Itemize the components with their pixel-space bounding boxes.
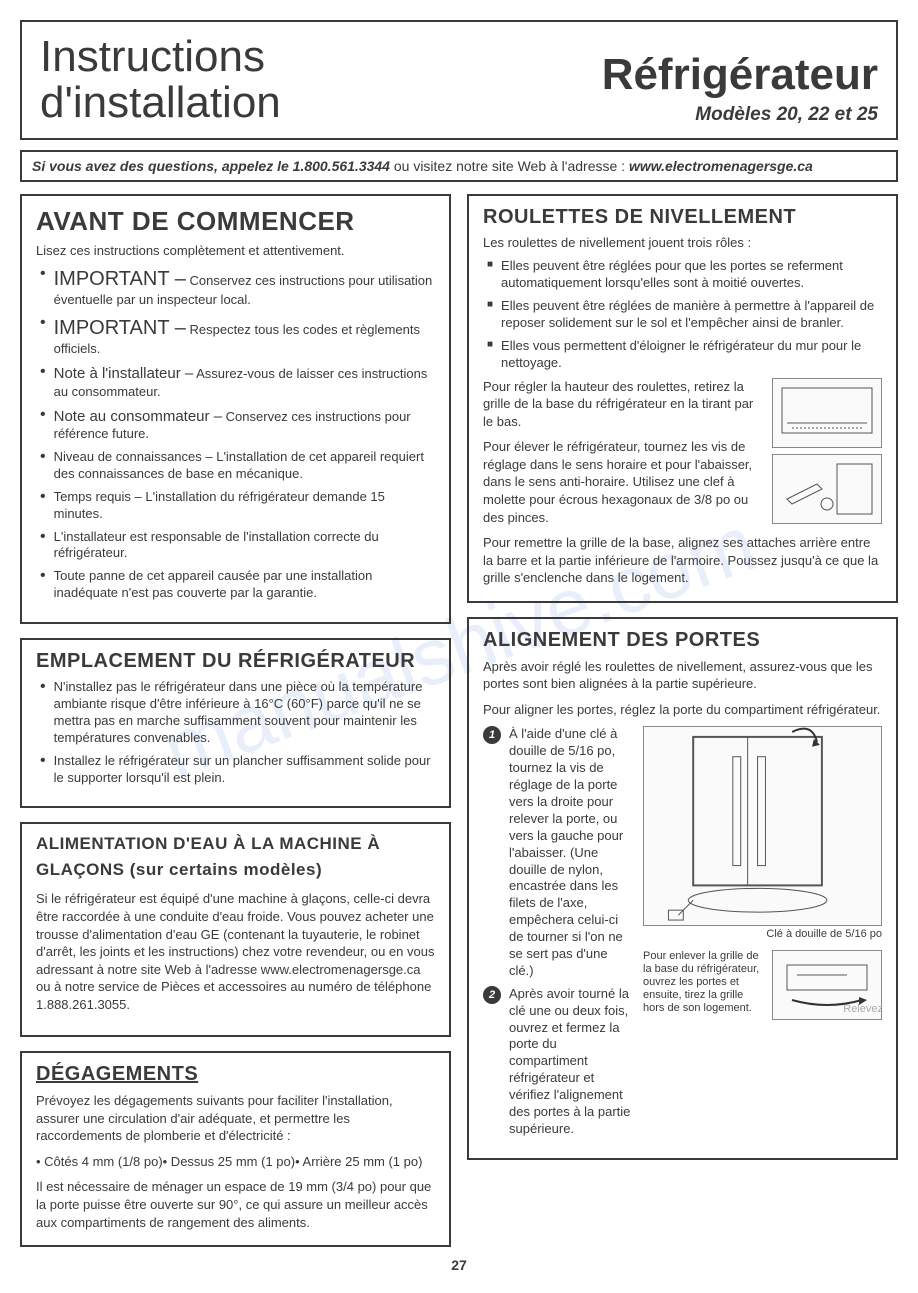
figure-fridge [643,726,882,926]
section-avant: AVANT DE COMMENCER Lisez ces instruction… [20,194,451,624]
avant-item: Toute panne de cet appareil causée par u… [40,568,435,602]
emplacement-item: N'installez pas le réfrigérateur dans un… [40,679,435,747]
contact-mid: ou visitez notre site Web à l'adresse : [390,158,629,174]
product-name: Réfrigérateur [602,50,878,100]
roulettes-intro: Les roulettes de nivellement jouent troi… [483,235,882,250]
avant-item: L'installateur est responsable de l'inst… [40,529,435,563]
emplacement-text: N'installez pas le réfrigérateur dans un… [54,679,435,747]
figure-relevez: Relevez [772,950,882,1020]
roulettes-text: Elles vous permettent d'éloigner le réfr… [501,338,882,372]
title-box: Instructions d'installation Réfrigérateu… [20,20,898,140]
roulettes-text: Elles peuvent être réglées pour que les … [501,258,882,292]
step2-text: Après avoir tourné la clé une ou deux fo… [509,986,633,1138]
avant-intro: Lisez ces instructions complètement et a… [36,243,435,258]
avant-lead: Note au consommateur – [54,408,222,425]
page-number: 27 [20,1257,898,1273]
avant-item: Niveau de connaissances – L'installation… [40,449,435,483]
alignement-p1: Après avoir réglé les roulettes de nivel… [483,658,882,693]
step-2: 2 Après avoir tourné la clé une ou deux … [483,986,633,1138]
emplacement-item: Installez le réfrigérateur sur un planch… [40,753,435,787]
contact-box: Si vous avez des questions, appelez le 1… [20,150,898,182]
avant-item: IMPORTANT – Respectez tous les codes et … [40,315,435,358]
avant-lead: IMPORTANT – [54,268,186,290]
roulettes-list: Elles peuvent être réglées pour que les … [483,258,882,371]
title-line1: Instructions [40,34,281,80]
alignement-heading: ALIGNEMENT DES PORTES [483,629,882,652]
caption-cle: Clé à douille de 5/16 po [643,928,882,941]
degagements-p2: • Côtés 4 mm (1/8 po)• Dessus 25 mm (1 p… [36,1153,435,1171]
emplacement-heading: EMPLACEMENT DU RÉFRIGÉRATEUR [36,650,435,673]
degagements-heading: DÉGAGEMENTS [36,1063,435,1086]
avant-lead: Note à l'installateur – [54,365,194,382]
caption-relevez: Relevez [843,1003,883,1016]
figure-pince [772,454,882,524]
avant-text: Toute panne de cet appareil causée par u… [54,568,435,602]
model-line: Modèles 20, 22 et 25 [602,104,878,126]
degagements-p3: Il est nécessaire de ménager un espace d… [36,1178,435,1231]
section-degagements: DÉGAGEMENTS Prévoyez les dégagements sui… [20,1051,451,1247]
emplacement-list: N'installez pas le réfrigérateur dans un… [36,679,435,786]
avant-text: L'installateur est responsable de l'inst… [54,529,435,563]
roulettes-item: Elles vous permettent d'éloigner le réfr… [487,338,882,372]
section-roulettes: ROULETTES DE NIVELLEMENT Les roulettes d… [467,194,898,602]
avant-item: Note au consommateur – Conservez ces ins… [40,407,435,443]
emplacement-text: Installez le réfrigérateur sur un planch… [54,753,435,787]
step1-text: À l'aide d'une clé à douille de 5/16 po,… [509,726,633,979]
avant-list: IMPORTANT – Conservez ces instructions p… [36,266,435,602]
degagements-p1: Prévoyez les dégagements suivants pour f… [36,1092,435,1145]
avant-item: Temps requis – L'installation du réfrigé… [40,489,435,523]
alimentation-heading1: ALIMENTATION D'EAU À LA MACHINE À [36,834,435,854]
title-left: Instructions d'installation [40,34,281,126]
roulettes-text: Elles peuvent être réglées de manière à … [501,298,882,332]
avant-lead: IMPORTANT – [54,317,186,339]
step-badge-1: 1 [483,726,501,744]
figure-grille [772,378,882,448]
alignement-p2: Pour aligner les portes, réglez la porte… [483,701,882,719]
contact-prefix: Si vous avez des questions, appelez le 1… [32,158,390,174]
roulettes-p3: Pour remettre la grille de la base, alig… [483,534,882,587]
alimentation-body: Si le réfrigérateur est équipé d'une mac… [36,890,435,1013]
roulettes-item: Elles peuvent être réglées de manière à … [487,298,882,332]
columns: AVANT DE COMMENCER Lisez ces instruction… [20,194,898,1247]
step-1: 1 À l'aide d'une clé à douille de 5/16 p… [483,726,633,979]
step-badge-2: 2 [483,986,501,1004]
avant-heading: AVANT DE COMMENCER [36,206,435,237]
avant-item: IMPORTANT – Conservez ces instructions p… [40,266,435,309]
roulettes-heading: ROULETTES DE NIVELLEMENT [483,206,882,229]
section-emplacement: EMPLACEMENT DU RÉFRIGÉRATEUR N'installez… [20,638,451,808]
avant-text: Niveau de connaissances – L'installation… [54,449,435,483]
pince-icon [777,459,877,519]
title-line2: d'installation [40,80,281,126]
section-alimentation: ALIMENTATION D'EAU À LA MACHINE À GLAÇON… [20,822,451,1037]
grille-icon [777,383,877,443]
roulettes-p1: Pour régler la hauteur des roulettes, re… [483,378,762,431]
roulettes-p2: Pour élever le réfrigérateur, tournez le… [483,438,762,526]
left-column: AVANT DE COMMENCER Lisez ces instruction… [20,194,451,1247]
contact-url: www.electromenagersge.ca [629,158,813,174]
right-column: ROULETTES DE NIVELLEMENT Les roulettes d… [467,194,898,1247]
caption-grille: Pour enlever la grille de la base du réf… [643,950,766,1020]
alimentation-heading2: GLAÇONS (sur certains modèles) [36,860,435,880]
section-alignement: ALIGNEMENT DES PORTES Après avoir réglé … [467,617,898,1160]
avant-text: Temps requis – L'installation du réfrigé… [54,489,435,523]
roulettes-item: Elles peuvent être réglées pour que les … [487,258,882,292]
avant-item: Note à l'installateur – Assurez-vous de … [40,364,435,400]
page-container: Instructions d'installation Réfrigérateu… [20,20,898,1273]
title-right: Réfrigérateur Modèles 20, 22 et 25 [602,50,878,126]
fridge-icon [644,727,881,925]
